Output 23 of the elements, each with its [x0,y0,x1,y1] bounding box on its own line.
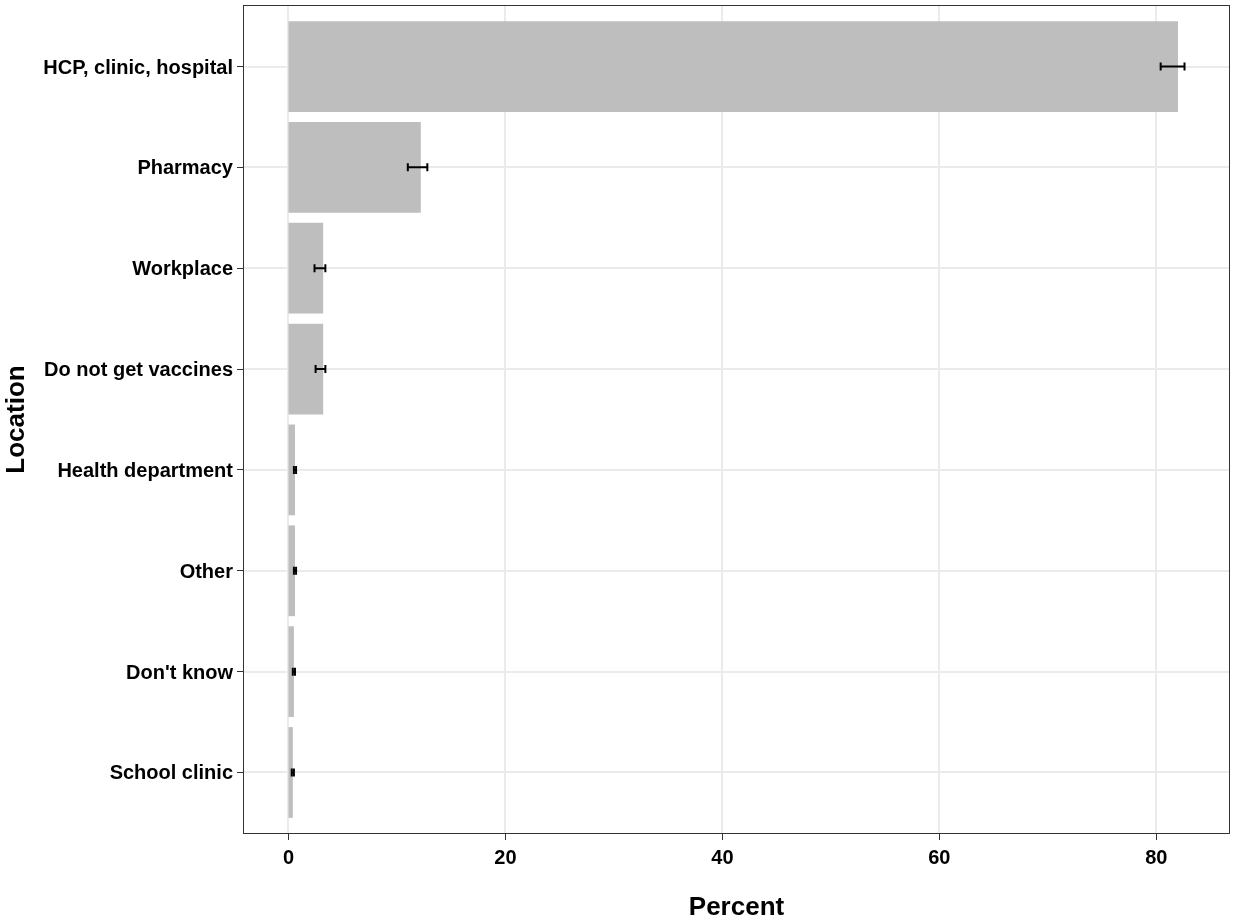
y-tick-label: Don't know [126,660,234,683]
x-tick-label: 60 [928,846,951,868]
bar [288,121,421,213]
y-tick-label: Workplace [132,257,233,280]
bar [288,21,1179,112]
y-axis-title: Location [0,365,30,474]
y-tick-label: Do not get vaccines [44,358,233,381]
x-tick-label: 80 [1145,846,1168,868]
y-tick-label: HCP, clinic, hospital [43,55,233,78]
x-tick-label: 0 [282,846,295,868]
bar [288,323,324,415]
bar [288,525,295,617]
bar [288,222,324,314]
y-tick-label: Health department [57,458,234,481]
x-axis-title: Percent [688,891,785,921]
y-tick-label: School clinic [109,761,233,784]
bar [288,626,294,718]
y-tick-label: Pharmacy [137,156,234,179]
x-tick-label: 20 [494,846,517,868]
bar [288,727,293,818]
y-tick-label: Other [179,559,234,582]
x-tick-label: 40 [711,846,734,868]
bar [288,424,295,516]
